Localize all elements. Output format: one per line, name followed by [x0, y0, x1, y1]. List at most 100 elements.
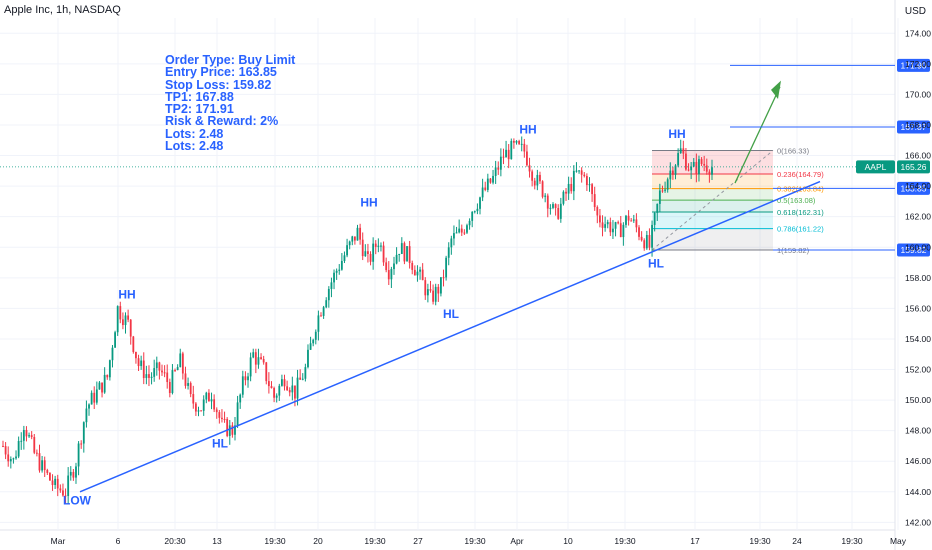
symbol-tag — [856, 160, 895, 174]
candle-body — [343, 255, 346, 261]
fibonacci-retracement[interactable]: 0(166.33)0.236(164.79)0.382(163.84)0.5(1… — [651, 147, 824, 255]
price-levels[interactable]: 171.90 167.87 163.85 159.82 AAPL 165.26 — [0, 58, 930, 257]
candle-body — [158, 362, 161, 371]
candle-body — [218, 412, 221, 418]
time-axis[interactable]: Mar 6 20:30 13 19:30 20 19:30 27 19:30 Apr 10 19:30… — [51, 536, 907, 546]
swing-label: HH — [519, 122, 536, 136]
candle-body — [181, 353, 184, 374]
candle-body — [200, 410, 203, 412]
candle-body — [625, 215, 627, 225]
candle-body — [320, 315, 322, 317]
swing-label: HH — [668, 127, 685, 141]
candle-body — [398, 253, 401, 255]
candle-body — [413, 269, 416, 276]
candle-body — [153, 368, 156, 377]
candle-body — [445, 257, 448, 278]
candle-body — [356, 227, 359, 241]
candle-body — [226, 419, 229, 436]
candle-body — [643, 240, 646, 249]
candle-body — [54, 478, 57, 485]
candle-body — [434, 286, 437, 302]
info-lots: Lots: 2.48 — [165, 126, 224, 141]
price-tick-label: 170.00 — [905, 89, 931, 99]
candle-body — [669, 170, 672, 180]
candle-body — [700, 159, 703, 164]
time-tick-label: 27 — [413, 536, 423, 546]
candle-body — [304, 367, 307, 379]
time-tick-label: 19:30 — [749, 536, 771, 546]
candle-body — [450, 238, 453, 248]
swing-label: HL — [212, 437, 228, 451]
candle-body — [455, 232, 458, 234]
candle-body — [275, 395, 278, 398]
candle-body — [150, 376, 153, 378]
candle-body — [572, 170, 575, 192]
candle-body — [317, 315, 320, 332]
candle-body — [380, 245, 382, 247]
candle-body — [533, 180, 536, 186]
candle-body — [518, 140, 521, 144]
time-tick-label: 20:30 — [164, 536, 186, 546]
candle-body — [161, 370, 163, 373]
candle-body — [507, 149, 510, 160]
candle-body — [575, 170, 578, 172]
candle-body — [546, 195, 549, 209]
fib-zone — [652, 174, 773, 189]
candle-body — [231, 425, 234, 435]
fib-level-label: 0.236(164.79) — [777, 170, 824, 179]
candle-body — [411, 262, 414, 270]
candle-body — [111, 347, 114, 361]
candle-body — [484, 187, 487, 190]
candle-body — [367, 251, 369, 254]
candle-body — [103, 374, 106, 393]
candle-body — [559, 203, 562, 219]
candle-body — [234, 425, 236, 435]
candle-body — [59, 488, 62, 491]
price-level-tag — [897, 120, 930, 134]
price-tick-label: 164.00 — [905, 181, 931, 191]
candle-body — [698, 159, 700, 175]
candle-body — [510, 140, 513, 160]
time-tick-label: May — [890, 536, 907, 546]
candle-body — [432, 290, 435, 302]
candle-body — [687, 169, 690, 171]
candle-body — [609, 222, 612, 233]
candle-body — [221, 417, 223, 419]
price-tick-label: 156.00 — [905, 303, 931, 313]
symbol-tag-label: AAPL — [865, 162, 887, 172]
time-tick-label: 19:30 — [364, 536, 386, 546]
candle-body — [632, 219, 635, 221]
candle-body — [416, 271, 419, 276]
candle-body — [348, 241, 351, 246]
candle-body — [544, 195, 547, 197]
candle-body — [593, 194, 596, 208]
candle-body — [596, 207, 599, 216]
candle-body — [202, 399, 205, 411]
candle-body — [442, 277, 445, 279]
currency-label: USD — [904, 6, 926, 17]
time-tick-label: 24 — [792, 536, 802, 546]
candle-body — [309, 343, 312, 350]
candle-body — [67, 475, 70, 497]
time-tick-label: 6 — [116, 536, 121, 546]
candle-body — [228, 425, 231, 436]
price-axis[interactable]: 142.00 144.00 146.00 148.00 150.00 152.00 154.… — [905, 28, 931, 527]
candle-body — [299, 377, 302, 380]
price-tick-label: 148.00 — [905, 426, 931, 436]
candle-body — [588, 184, 591, 186]
candle-body — [322, 307, 325, 316]
candle-body — [163, 372, 166, 374]
time-tick-label: 19:30 — [614, 536, 636, 546]
candle-body — [189, 383, 192, 395]
candle-body — [671, 170, 674, 175]
candle-body — [325, 300, 328, 308]
time-tick-label: 19:30 — [464, 536, 486, 546]
candle-body — [62, 490, 64, 496]
trendline[interactable] — [79, 80, 821, 493]
candle-body — [447, 247, 450, 258]
candle-body — [387, 270, 390, 280]
swing-label: HH — [360, 196, 377, 210]
candle-body — [12, 458, 15, 460]
candle-body — [494, 167, 497, 176]
